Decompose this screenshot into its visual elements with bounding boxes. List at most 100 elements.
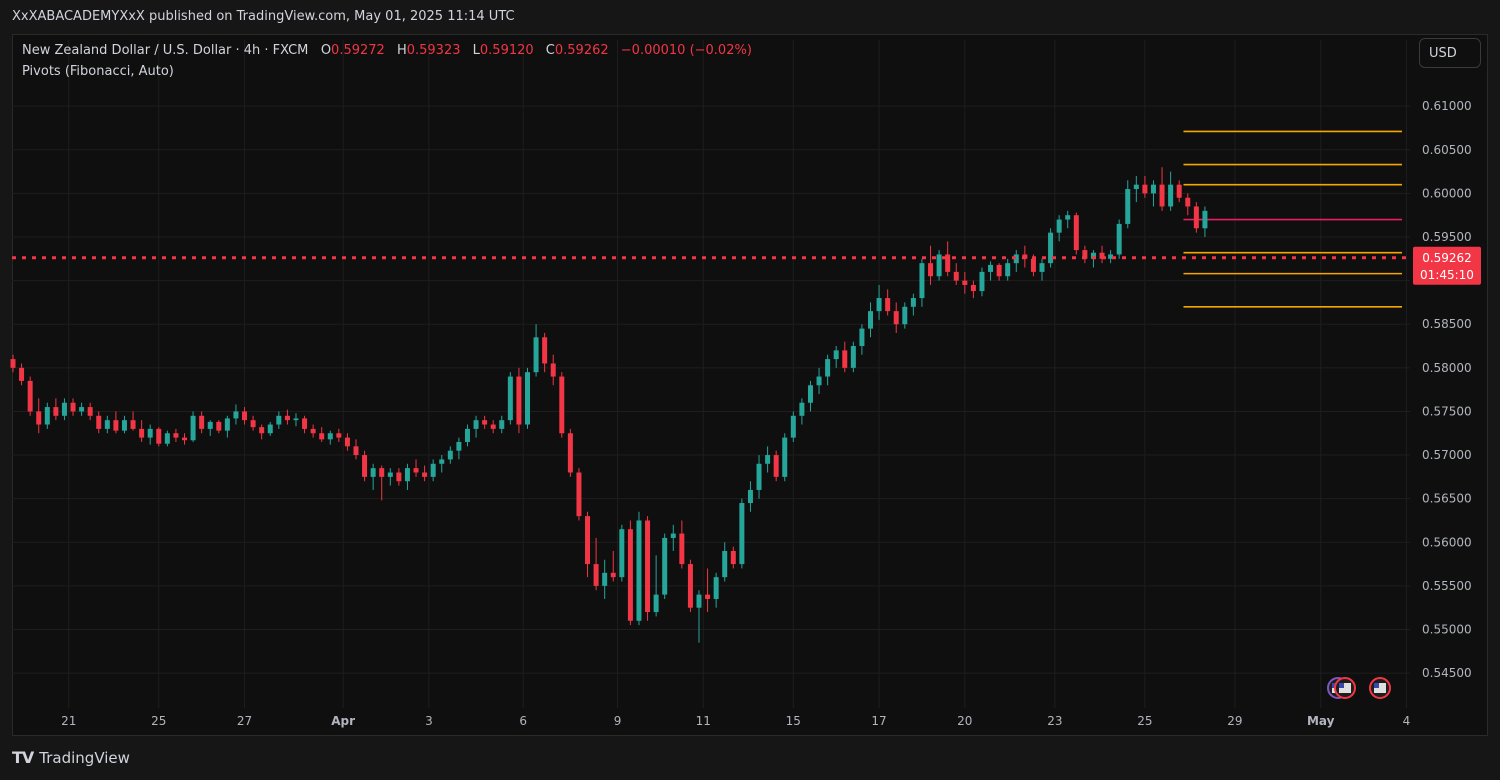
y-tick-label: 0.57000 [1422, 448, 1472, 462]
x-tick-label: 9 [614, 714, 622, 728]
candle-body [327, 433, 333, 440]
candle-body [619, 529, 625, 578]
x-tick-label: 20 [957, 714, 972, 728]
candle-body [353, 446, 359, 456]
x-tick-label: 25 [151, 714, 166, 728]
footer-brand[interactable]: TV TradingView [12, 748, 130, 767]
candle-body [96, 415, 102, 429]
candle-body [482, 420, 488, 425]
candle-body [850, 346, 856, 368]
open-value: 0.59272 [331, 43, 385, 58]
candle-body [765, 455, 771, 464]
candle-body [550, 363, 556, 377]
candle-body [842, 350, 848, 368]
candle-body [164, 433, 170, 444]
candle-body [919, 263, 925, 299]
candle-body [610, 572, 616, 578]
candle-body [782, 437, 788, 477]
us-flag-canton-icon [1374, 683, 1379, 688]
x-tick-label: 15 [786, 714, 801, 728]
candle-body [953, 271, 959, 281]
candle-body [53, 407, 59, 416]
y-tick-label: 0.60000 [1422, 186, 1472, 200]
candle-body [653, 594, 659, 613]
candle-body [1090, 252, 1096, 259]
high-value: 0.59323 [406, 43, 461, 58]
candle-body [705, 594, 711, 599]
x-tick-label: 11 [696, 714, 711, 728]
candle-body [1168, 184, 1174, 207]
candle-body [422, 472, 428, 477]
candle-body [370, 468, 376, 477]
candle-body [182, 437, 187, 441]
symbol-name[interactable]: New Zealand Dollar / U.S. Dollar · 4h · … [22, 43, 309, 58]
y-tick-label: 0.58000 [1422, 361, 1472, 375]
candle-body [473, 420, 479, 429]
candle-body [293, 418, 299, 421]
candle-body [1159, 184, 1165, 207]
candle-body [284, 415, 290, 421]
candle-body [121, 420, 127, 431]
us-flag-canton-icon [1339, 683, 1344, 688]
brand-name: TradingView [39, 748, 130, 767]
candle-body [1133, 184, 1139, 190]
change-value: −0.00010 (−0.02%) [620, 43, 752, 58]
x-tick-label: 23 [1047, 714, 1062, 728]
candle-body [979, 271, 985, 292]
currency-button[interactable]: USD [1419, 38, 1481, 68]
candle-body [499, 420, 505, 429]
indicator-label[interactable]: Pivots (Fibonacci, Auto) [22, 64, 174, 79]
candle-body [807, 385, 813, 403]
candle-body [747, 489, 753, 504]
candle-body [36, 411, 42, 425]
candle-body [190, 415, 196, 441]
low-label: L [472, 43, 480, 58]
candle-body [1013, 254, 1019, 264]
candle-body [1193, 206, 1199, 229]
low-value: 0.59120 [479, 43, 534, 58]
candle-body [242, 411, 248, 421]
candle-body [1030, 258, 1036, 272]
candle-body [1056, 219, 1062, 233]
high-label: H [396, 43, 407, 58]
candle-body [430, 463, 436, 477]
candle-body [833, 350, 839, 360]
candle-body [713, 577, 719, 599]
candle-body [542, 337, 548, 364]
candle-body [1039, 263, 1045, 272]
price-tag-value: 0.59262 [1422, 251, 1472, 265]
candle-body [173, 433, 179, 438]
y-tick-label: 0.58500 [1422, 317, 1472, 331]
candle-body [216, 421, 222, 431]
candle-body [928, 263, 934, 277]
candle-body [464, 428, 470, 442]
candle-body [988, 264, 994, 272]
candle-body [559, 376, 565, 434]
candle-body [516, 376, 522, 425]
candle-body [576, 472, 582, 517]
x-tick-label: 6 [519, 714, 527, 728]
candle-body [319, 433, 325, 440]
chart-pane[interactable] [12, 34, 1488, 736]
candle-body [970, 284, 976, 292]
candle-body [1065, 215, 1071, 220]
candle-body [233, 411, 239, 419]
candle-body [1005, 263, 1011, 277]
candle-body [722, 551, 728, 578]
candle-body [207, 421, 213, 429]
candle-body [1176, 184, 1182, 198]
candle-body [113, 420, 119, 431]
candle-body [490, 424, 496, 429]
x-tick-label: 4 [1403, 714, 1411, 728]
candle-body [147, 428, 153, 438]
candle-body [962, 280, 968, 285]
candle-body [1142, 184, 1148, 194]
candle-body [362, 455, 368, 477]
candle-body [593, 564, 599, 586]
candle-body [679, 533, 685, 565]
candle-body [276, 415, 282, 425]
x-tick-label: 17 [871, 714, 886, 728]
candle-body [413, 468, 419, 473]
open-label: O [320, 43, 332, 58]
